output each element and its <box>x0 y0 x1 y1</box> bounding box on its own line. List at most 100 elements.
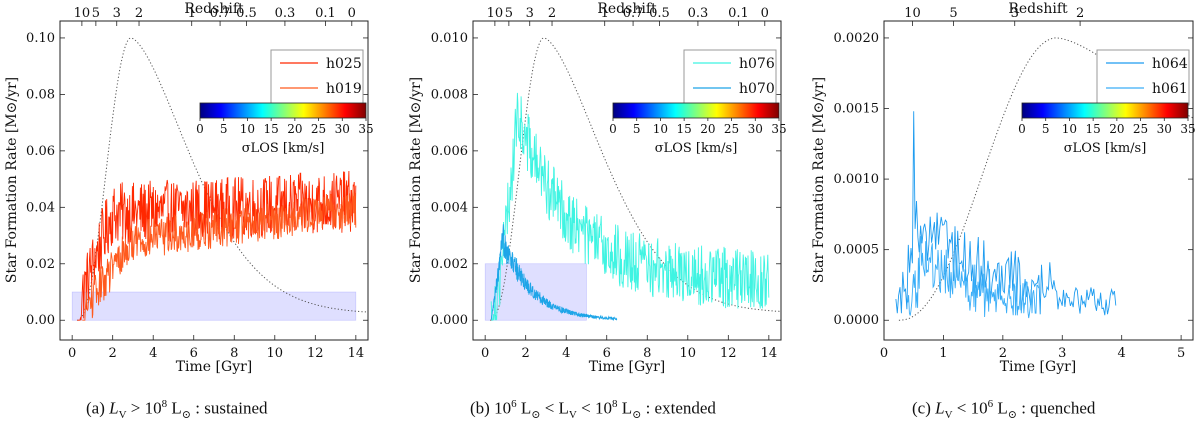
x-axis-label: Time [Gyr] <box>589 359 666 375</box>
series-line-h025 <box>77 170 357 321</box>
y-tick-label: 0.10 <box>26 31 55 46</box>
redshift-tick-label: 0.7 <box>623 6 644 21</box>
legend: h076 h070 <box>683 49 777 106</box>
colorbar-tick-label: 35 <box>358 122 373 136</box>
x-tick-label: 14 <box>761 346 778 361</box>
y-tick-label: 0.010 <box>431 31 468 46</box>
top-axis-label: Redshift <box>1008 1 1068 17</box>
caption-b: (b) 106 L⊙ < LV < 108 L⊙ : extended <box>470 398 716 422</box>
colorbar-tick-label: 15 <box>1086 122 1101 136</box>
x-tick-label: 12 <box>307 346 324 361</box>
colorbar-tick-label: 5 <box>1042 122 1050 136</box>
legend-box <box>270 49 364 106</box>
colorbar: 0 5 10 15 20 25 30 35 σLOS [km/s] <box>1018 102 1196 156</box>
y-tick-label: 0.0020 <box>834 31 880 46</box>
redshift-tick-label: 2 <box>1076 6 1084 21</box>
colorbar-tick-label: 25 <box>311 122 326 136</box>
x-tick-label: 0 <box>481 346 489 361</box>
series-line-h019 <box>82 189 357 321</box>
colorbar-tick-label: 30 <box>335 122 350 136</box>
colorbar-tick-label: 10 <box>653 122 668 136</box>
colorbar-tick-label: 10 <box>1062 122 1077 136</box>
x-tick-label: 1 <box>939 346 947 361</box>
colorbar-tick-label: 30 <box>1157 122 1172 136</box>
redshift-tick-label: 5 <box>949 6 957 21</box>
colorbar-tick-label: 20 <box>1109 122 1124 136</box>
plot-frame <box>472 20 782 341</box>
series-line-h076 <box>490 92 770 321</box>
colorbar-tick-label: 20 <box>700 122 715 136</box>
legend-label-h061: h061 <box>1152 81 1188 97</box>
redshift-tick-label: 1 <box>601 6 609 21</box>
y-tick-label: 0.0000 <box>834 313 880 328</box>
x-tick-label: 2 <box>109 346 117 361</box>
x-tick-label: 5 <box>1177 346 1185 361</box>
colorbar-tick-label: 0 <box>609 122 617 136</box>
y-tick-label: 0.02 <box>26 257 55 272</box>
colorbar-gradient <box>1021 102 1189 119</box>
y-tick-label: 0.06 <box>26 144 55 159</box>
y-axis-label: Star Formation Rate [M⊙/yr] <box>408 77 424 283</box>
legend-label-h019: h019 <box>326 81 362 97</box>
redshift-tick-label: 1 <box>188 6 196 21</box>
redshift-tick-label: 3 <box>526 6 534 21</box>
redshift-tick-label: 0 <box>761 6 769 21</box>
legend-label-h064: h064 <box>1152 56 1188 72</box>
colorbar-tick-label: 0 <box>1018 122 1026 136</box>
y-tick-label: 0.006 <box>431 144 468 159</box>
colorbar-gradient <box>199 102 367 119</box>
x-tick-label: 4 <box>149 346 157 361</box>
redshift-tick-label: 2 <box>135 6 143 21</box>
redshift-tick-label: 0.3 <box>275 6 296 21</box>
y-tick-label: 0.0010 <box>834 172 880 187</box>
panel-c: 0 1 2 3 4 5 0.0000 0.0005 0.0010 0.0015 0.0020 10 5 3… <box>811 1 1196 375</box>
colorbar-tick-label: 25 <box>1133 122 1148 136</box>
x-tick-label: 14 <box>348 346 365 361</box>
redshift-tick-label: 0.1 <box>728 6 749 21</box>
y-tick-label: 0.04 <box>26 200 55 215</box>
top-axis-label: Redshift <box>597 1 657 17</box>
caption-a: (a) LV > 108 L⊙ : sustained <box>86 398 268 422</box>
y-axis-label: Star Formation Rate [M⊙/yr] <box>811 77 827 283</box>
x-tick-label: 6 <box>190 346 198 361</box>
y-tick-label: 0.0005 <box>834 243 880 258</box>
legend: h025 h019 <box>270 49 364 106</box>
legend: h064 h061 <box>1096 49 1190 106</box>
redshift-tick-label: 3 <box>1011 6 1019 21</box>
colorbar-tick-label: 15 <box>264 122 279 136</box>
legend-box <box>683 49 777 106</box>
y-tick-label: 0.008 <box>431 87 468 102</box>
colorbar-label: σLOS [km/s] <box>1064 141 1147 156</box>
legend-label-h076: h076 <box>739 56 775 72</box>
y-tick-label: 0.08 <box>26 87 55 102</box>
colorbar-label: σLOS [km/s] <box>242 141 325 156</box>
colorbar-tick-label: 5 <box>220 122 228 136</box>
colorbar-tick-label: 0 <box>196 122 204 136</box>
x-axis-label: Time [Gyr] <box>1000 359 1077 375</box>
x-tick-label: 12 <box>720 346 737 361</box>
top-axis-label: Redshift <box>184 1 244 17</box>
colorbar-tick-label: 5 <box>633 122 641 136</box>
plot-frame <box>883 20 1194 341</box>
colorbar-tick-label: 25 <box>724 122 739 136</box>
caption-c: (c) LV < 106 L⊙ : quenched <box>912 398 1096 422</box>
colorbar: 0 5 10 15 20 25 30 35 σLOS [km/s] <box>609 102 787 156</box>
x-tick-label: 3 <box>1058 346 1066 361</box>
redshift-tick-label: 10 <box>74 6 91 21</box>
redshift-tick-label: 2 <box>548 6 556 21</box>
legend-label-h025: h025 <box>326 56 362 72</box>
redshift-tick-label: 0 <box>348 6 356 21</box>
x-tick-label: 6 <box>603 346 611 361</box>
series-line-h064 <box>895 111 1117 316</box>
colorbar-tick-label: 35 <box>1180 122 1195 136</box>
x-tick-label: 2 <box>999 346 1007 361</box>
colorbar-tick-label: 10 <box>240 122 255 136</box>
redshift-tick-label: 0.1 <box>315 6 336 21</box>
x-tick-label: 8 <box>643 346 651 361</box>
legend-box <box>1096 49 1190 106</box>
redshift-tick-label: 3 <box>113 6 121 21</box>
y-tick-label: 0.00 <box>26 313 55 328</box>
y-axis-label: Star Formation Rate [M⊙/yr] <box>4 77 20 283</box>
